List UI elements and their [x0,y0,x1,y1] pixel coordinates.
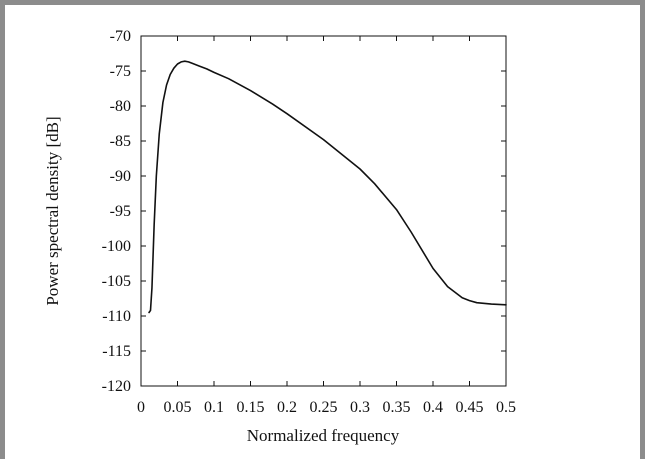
y-tick-label: -120 [102,378,131,395]
y-tick-label: -70 [110,28,131,45]
psd-line [148,60,507,314]
x-tick-label: 0.35 [383,399,411,416]
plot-area [140,35,507,387]
y-tick-label: -100 [102,238,131,255]
y-tick-label: -90 [110,168,131,185]
y-tick-label: -110 [102,308,131,325]
x-tick-label: 0.25 [310,399,338,416]
x-tick-label: 0.3 [350,399,370,416]
x-tick-label: 0.45 [456,399,484,416]
x-tick-label: 0.5 [496,399,516,416]
y-tick-label: -75 [110,63,131,80]
x-tick-label: 0.2 [277,399,297,416]
y-tick-label: -95 [110,203,131,220]
x-tick-label: 0.1 [204,399,224,416]
y-axis-label: Power spectral density [dB] [43,116,62,305]
x-tick-label: 0 [137,399,145,416]
x-tick-label: 0.15 [237,399,265,416]
y-ticks: -70 -75 -80 -85 -90 -95 -100 -105 -110 -115 -120 [102,28,506,395]
y-tick-label: -115 [102,343,131,360]
y-tick-label: -105 [102,273,131,290]
x-tick-label: 0.4 [423,399,443,416]
x-axis-label: Normalized frequency [247,426,400,445]
x-tick-label: 0.05 [164,399,192,416]
y-tick-label: -80 [110,98,131,115]
x-ticks: 0 0.05 0.1 0.15 0.2 0.25 0.3 0.35 0.4 0.45 0.5 [137,36,516,416]
y-tick-label: -85 [110,133,131,150]
